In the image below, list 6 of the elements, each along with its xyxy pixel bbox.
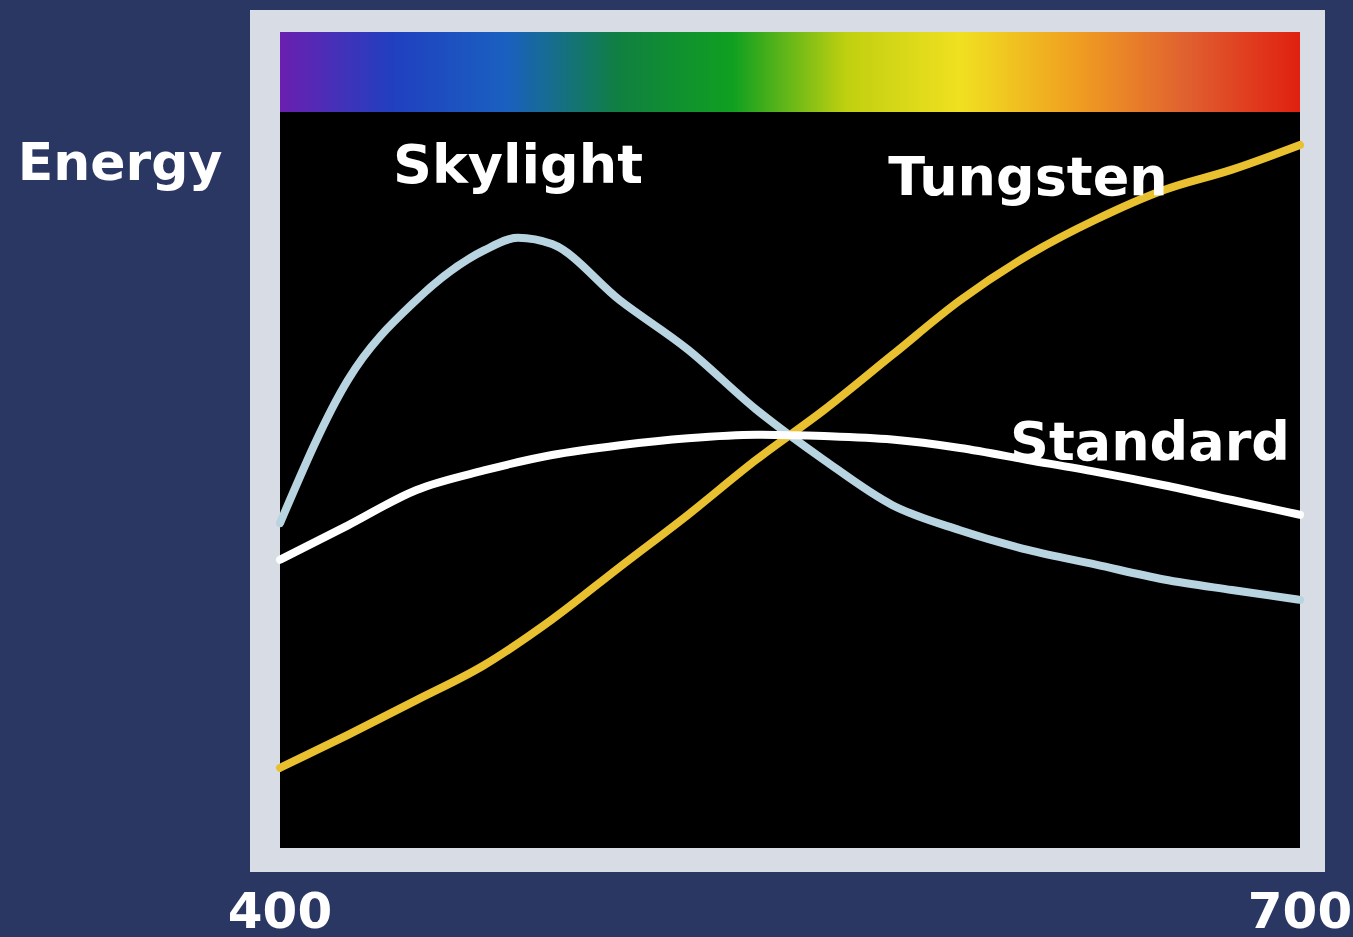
x-tick-label: 700 — [1247, 882, 1353, 937]
x-tick-label: 400 — [227, 882, 333, 937]
y-axis-title: Energy — [17, 132, 223, 192]
series-label: Skylight — [393, 132, 643, 196]
series-label: Tungsten — [888, 145, 1168, 209]
series-label: Standard — [1010, 410, 1290, 474]
